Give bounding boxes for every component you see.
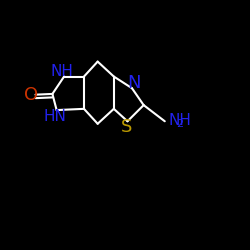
Text: S: S [121,118,132,136]
Text: NH: NH [168,113,192,128]
Text: N: N [127,74,141,92]
Text: 2: 2 [176,118,183,128]
Text: NH: NH [51,64,74,78]
Text: O: O [24,86,38,104]
Text: HN: HN [44,109,67,124]
